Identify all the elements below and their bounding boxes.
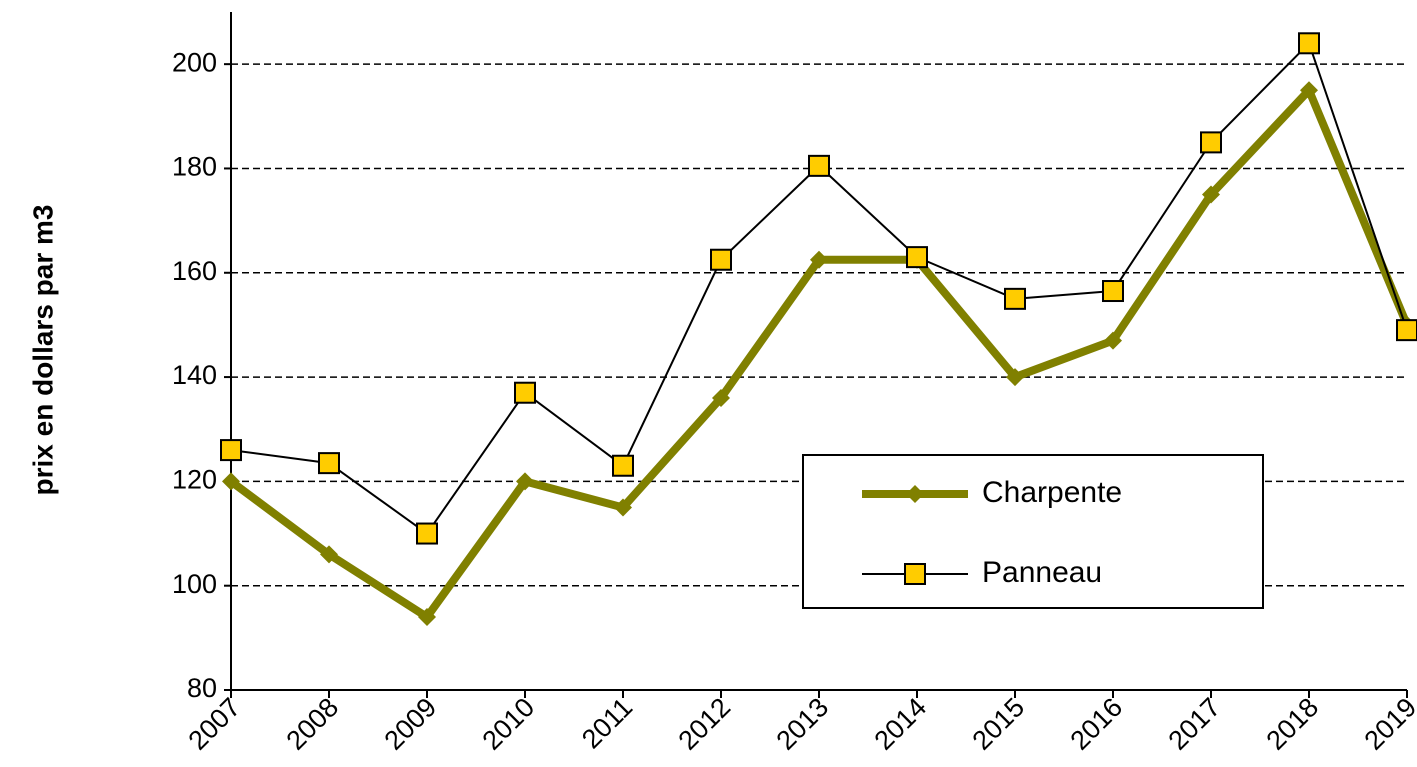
marker — [220, 439, 242, 462]
marker — [712, 388, 730, 407]
y-tick-label: 140 — [172, 360, 217, 390]
x-tick-label: 2017 — [1163, 692, 1227, 756]
marker — [320, 545, 338, 564]
x-tick-label: 2008 — [281, 692, 345, 756]
y-tick-label: 200 — [172, 47, 217, 77]
y-tick-label: 100 — [172, 569, 217, 599]
marker — [906, 246, 928, 269]
marker — [1102, 280, 1124, 303]
x-tick-label: 2018 — [1261, 692, 1325, 756]
x-tick-label: 2013 — [771, 692, 835, 756]
marker — [222, 472, 240, 491]
marker — [416, 522, 438, 545]
legend-label: Panneau — [982, 556, 1102, 589]
y-tick-label: 180 — [172, 152, 217, 182]
marker — [514, 381, 536, 404]
x-tick-label: 2016 — [1065, 692, 1129, 756]
marker — [318, 452, 340, 475]
legend-marker — [906, 485, 924, 503]
y-tick-label: 80 — [187, 673, 217, 703]
marker — [418, 607, 436, 626]
legend — [802, 454, 1264, 609]
marker — [1396, 319, 1417, 342]
x-tick-label: 2019 — [1359, 692, 1417, 756]
legend-marker — [904, 563, 926, 585]
legend-label: Charpente — [982, 476, 1122, 509]
marker — [1200, 131, 1222, 154]
marker — [1104, 331, 1122, 350]
marker — [516, 472, 534, 491]
y-tick-label: 120 — [172, 465, 217, 495]
marker — [810, 250, 828, 269]
x-tick-label: 2012 — [673, 692, 737, 756]
y-axis-title: prix en dollars par m3 — [27, 205, 58, 496]
marker — [1004, 287, 1026, 310]
marker — [614, 498, 632, 517]
x-tick-label: 2015 — [967, 692, 1031, 756]
marker — [710, 248, 732, 271]
x-tick-label: 2010 — [477, 692, 541, 756]
x-tick-label: 2009 — [379, 692, 443, 756]
x-tick-label: 2011 — [576, 692, 638, 754]
marker — [1202, 185, 1220, 204]
marker — [1006, 368, 1024, 387]
x-tick-label: 2014 — [869, 692, 933, 756]
marker — [1300, 81, 1318, 100]
marker — [808, 154, 830, 177]
marker — [1298, 32, 1320, 55]
marker — [612, 454, 634, 477]
y-tick-label: 160 — [172, 256, 217, 286]
